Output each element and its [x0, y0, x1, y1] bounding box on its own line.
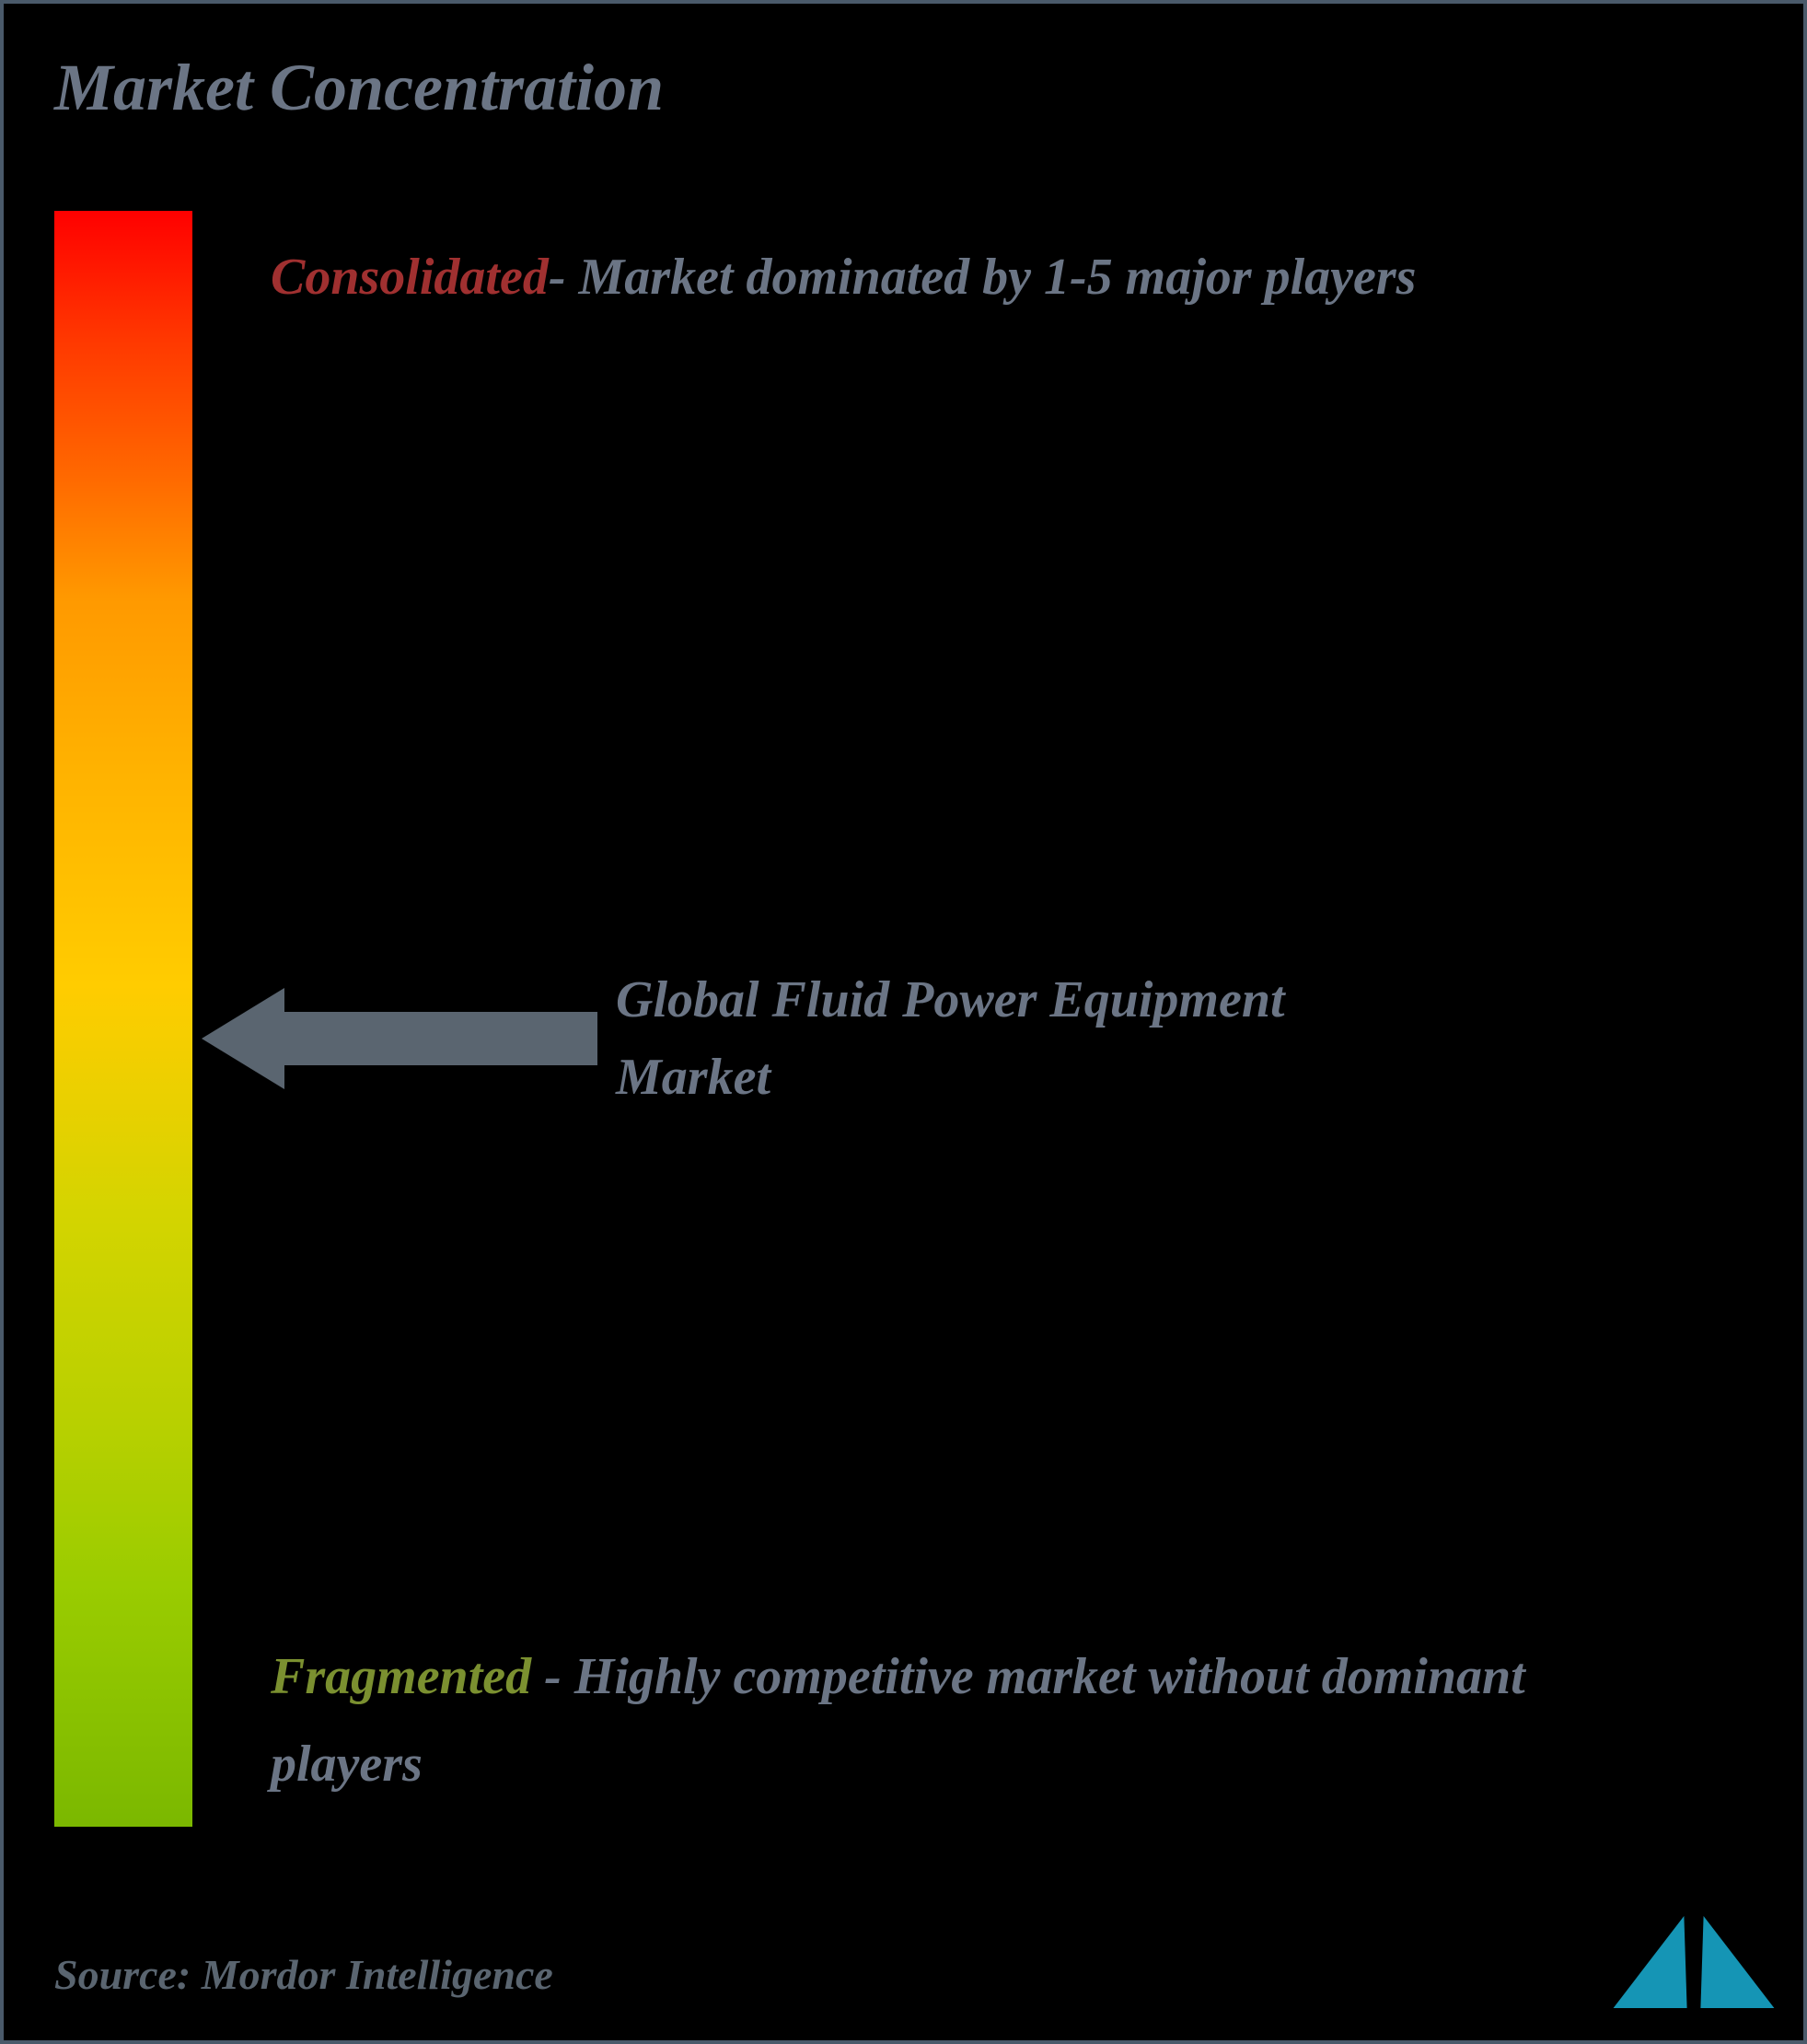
concentration-gradient-bar — [54, 211, 192, 1827]
market-indicator: Global Fluid Power Equipment Market — [202, 961, 1444, 1116]
fragmented-label-block: Fragmented - Highly competitive market w… — [271, 1633, 1651, 1808]
pointer-arrow — [202, 988, 597, 1089]
fragmented-keyword: Fragmented — [271, 1648, 531, 1705]
source-prefix: Source: — [54, 1951, 202, 1998]
consolidated-description: - Market dominated by 1-5 major players — [549, 249, 1417, 306]
mordor-logo-icon — [1626, 1916, 1762, 2008]
arrow-head-icon — [202, 988, 284, 1089]
source-text: Mordor Intelligence — [202, 1951, 553, 1998]
market-name-label: Global Fluid Power Equipment Market — [616, 961, 1444, 1116]
consolidated-keyword: Consolidated — [271, 249, 549, 306]
consolidated-label-block: Consolidated- Market dominated by 1-5 ma… — [271, 234, 1416, 321]
arrow-body — [284, 1012, 597, 1065]
page-title: Market Concentration — [54, 50, 664, 126]
source-attribution: Source: Mordor Intelligence — [54, 1950, 553, 1999]
